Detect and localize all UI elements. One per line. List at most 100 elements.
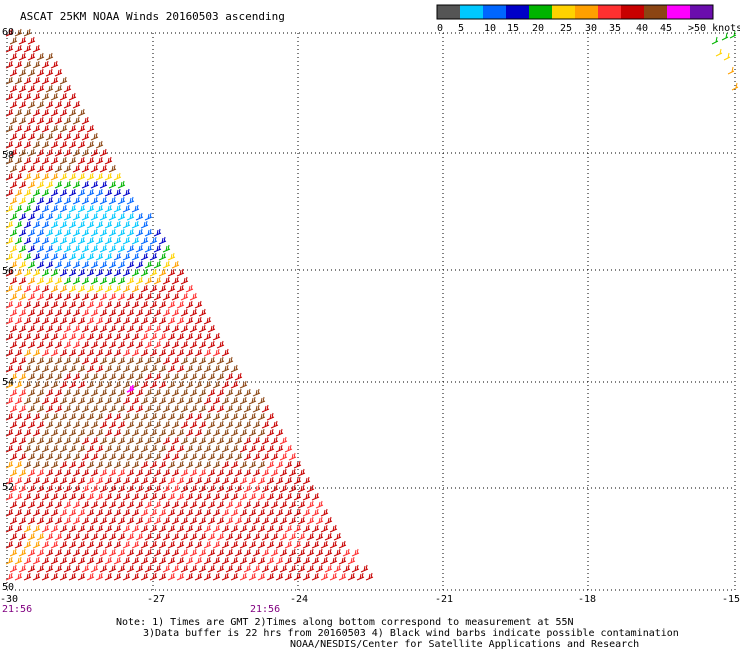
- wind-barb: [131, 252, 140, 261]
- wind-barb: [77, 300, 86, 309]
- wind-barb: [207, 516, 216, 525]
- wind-barb: [122, 348, 131, 357]
- wind-barb: [54, 132, 63, 141]
- wind-barb: [59, 268, 68, 277]
- wind-barb: [279, 500, 288, 509]
- wind-barb: [99, 484, 108, 493]
- wind-barb: [36, 180, 45, 189]
- wind-barb: [239, 540, 248, 549]
- wind-barb: [104, 428, 113, 437]
- wind-barb: [194, 444, 203, 453]
- wind-barb: [9, 164, 18, 173]
- wind-barb: [252, 436, 261, 445]
- wind-barb: [185, 460, 194, 469]
- wind-barb: [113, 524, 122, 533]
- wind-barb: [284, 460, 293, 469]
- wind-barb: [18, 436, 27, 445]
- wind-barb: [77, 396, 86, 405]
- wind-barb: [153, 244, 162, 253]
- wind-barb: [50, 284, 59, 293]
- wind-barb: [99, 420, 108, 429]
- wind-barb: [50, 492, 59, 501]
- wind-barb: [180, 484, 189, 493]
- wind-barb: [126, 212, 135, 221]
- wind-barb: [32, 300, 41, 309]
- wind-barb: [113, 556, 122, 565]
- wind-barb: [117, 468, 126, 477]
- wind-barb: [41, 300, 50, 309]
- wind-barb: [144, 452, 153, 461]
- wind-barb: [14, 140, 23, 149]
- wind-barb: [135, 372, 144, 381]
- wind-barb: [225, 436, 234, 445]
- wind-barb: [14, 508, 23, 517]
- wind-barb: [153, 452, 162, 461]
- wind-barb: [95, 364, 104, 373]
- wind-barb: [63, 452, 72, 461]
- wind-barb: [68, 492, 77, 501]
- wind-barb: [99, 196, 108, 205]
- wind-barb: [41, 412, 50, 421]
- wind-barb: [135, 228, 144, 237]
- wind-barb: [221, 460, 230, 469]
- wind-barb: [32, 332, 41, 341]
- wind-barb: [149, 476, 158, 485]
- wind-barb: [81, 500, 90, 509]
- wind-barb: [180, 468, 189, 477]
- wind-barb: [14, 188, 23, 197]
- wind-barb: [63, 548, 72, 557]
- wind-barb: [113, 220, 122, 229]
- wind-barb: [279, 484, 288, 493]
- wind-barb: [50, 188, 59, 197]
- wind-barb: [54, 196, 63, 205]
- wind-barb: [59, 396, 68, 405]
- wind-barb: [14, 380, 23, 389]
- wind-barb: [311, 540, 320, 549]
- wind-barb: [176, 348, 185, 357]
- wind-barb: [194, 540, 203, 549]
- wind-barb: [54, 276, 63, 285]
- wind-barb: [23, 380, 32, 389]
- wind-barb: [95, 300, 104, 309]
- wind-barb: [50, 124, 59, 133]
- wind-barb: [167, 396, 176, 405]
- wind-barb: [162, 276, 171, 285]
- wind-barb: [36, 388, 45, 397]
- wind-barb: [32, 396, 41, 405]
- wind-barb: [216, 484, 225, 493]
- wind-barb: [329, 556, 338, 565]
- wind-barb: [171, 308, 180, 317]
- wind-barb: [275, 572, 284, 581]
- wind-barb: [113, 572, 122, 581]
- wind-barb: [131, 412, 140, 421]
- wind-barb: [104, 540, 113, 549]
- wind-barb: [203, 492, 212, 501]
- wind-barb: [86, 492, 95, 501]
- wind-barb: [140, 540, 149, 549]
- wind-barb: [131, 540, 140, 549]
- wind-barb: [18, 148, 27, 157]
- wind-barb: [144, 228, 153, 237]
- wind-barb: [72, 484, 81, 493]
- wind-barb: [72, 180, 81, 189]
- wind-barb: [302, 508, 311, 517]
- wind-barb: [59, 444, 68, 453]
- wind-barb: [27, 68, 36, 77]
- wind-barb: [131, 524, 140, 533]
- wind-barb: [5, 108, 14, 117]
- wind-barb: [32, 412, 41, 421]
- wind-barb: [239, 524, 248, 533]
- wind-barb: [176, 396, 185, 405]
- wind-barb: [54, 564, 63, 573]
- wind-barb: [41, 140, 50, 149]
- wind-barb: [90, 388, 99, 397]
- wind-barb: [144, 484, 153, 493]
- wind-barb: [32, 44, 41, 53]
- wind-barb: [248, 492, 257, 501]
- wind-barb: [86, 284, 95, 293]
- wind-barb: [144, 340, 153, 349]
- wind-barb: [72, 500, 81, 509]
- wind-barb: [225, 500, 234, 509]
- wind-barb: [266, 460, 275, 469]
- wind-barb: [113, 444, 122, 453]
